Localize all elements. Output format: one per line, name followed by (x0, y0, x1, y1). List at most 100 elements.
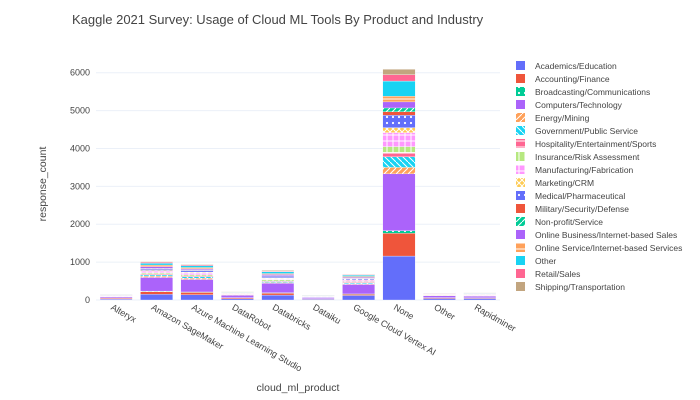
bar-segment[interactable] (180, 272, 214, 275)
legend-swatch (516, 139, 525, 148)
bar-segment[interactable] (382, 167, 416, 175)
bar-segment[interactable] (301, 297, 335, 299)
legend-item[interactable]: Non-profit/Service (516, 217, 603, 227)
bar-segment[interactable] (180, 270, 214, 273)
bar-segment[interactable] (342, 280, 375, 282)
legend-item[interactable]: Broadcasting/Communications (516, 87, 650, 97)
y-tick-label: 1000 (70, 257, 90, 267)
bar-segment[interactable] (140, 266, 173, 269)
legend-label: Retail/Sales (535, 269, 580, 279)
bar-segment[interactable] (261, 271, 295, 274)
legend-item[interactable]: Energy/Mining (516, 113, 590, 123)
bar-segment[interactable] (221, 295, 254, 298)
bar-segment[interactable] (382, 111, 416, 116)
legend-item[interactable]: Insurance/Risk Assessment (516, 152, 640, 162)
bar-segment[interactable] (463, 298, 497, 301)
bar-segment[interactable] (261, 293, 295, 296)
bar-segment[interactable] (180, 276, 214, 279)
legend-item[interactable]: Online Service/Internet-based Services (516, 243, 682, 253)
bar-segment[interactable] (382, 74, 416, 82)
bar-segment[interactable] (180, 292, 214, 295)
bar-segment[interactable] (382, 115, 416, 128)
legend-label: Manufacturing/Fabrication (535, 165, 634, 175)
legend-item[interactable]: Hospitality/Entertainment/Sports (516, 139, 656, 149)
bar-segment[interactable] (382, 146, 416, 153)
legend-swatch (516, 256, 525, 265)
bar-segment[interactable] (382, 80, 416, 97)
legend-item[interactable]: Government/Public Service (516, 126, 638, 136)
y-tick-label: 3000 (70, 181, 90, 191)
legend-label: Non-profit/Service (535, 217, 603, 227)
bar-segment[interactable] (180, 274, 214, 277)
legend-swatch (516, 230, 525, 239)
legend-item[interactable]: Marketing/CRM (516, 178, 594, 188)
bar-segment[interactable] (221, 298, 254, 301)
legend-swatch (516, 204, 525, 213)
bar-segment[interactable] (382, 101, 416, 109)
bar-segment[interactable] (180, 264, 214, 265)
bar-segment[interactable] (140, 271, 173, 274)
legend-item[interactable]: Military/Security/Defense (516, 204, 629, 214)
bar-segment[interactable] (140, 275, 173, 278)
bar-segment[interactable] (382, 69, 416, 75)
bar-segment[interactable] (261, 275, 295, 278)
legend-swatch (516, 282, 525, 291)
legend-item[interactable]: Manufacturing/Fabrication (516, 165, 634, 175)
bar-segment[interactable] (382, 152, 416, 157)
bar-segment[interactable] (382, 107, 416, 112)
bar-segment[interactable] (382, 96, 416, 103)
legend-label: Shipping/Transportation (535, 282, 625, 292)
bar-segment[interactable] (140, 263, 173, 266)
legend-item[interactable]: Retail/Sales (516, 269, 580, 279)
bar-segment[interactable] (342, 295, 375, 301)
bar-segment[interactable] (180, 279, 214, 293)
bar-segment[interactable] (261, 279, 295, 282)
bar-segment[interactable] (463, 295, 497, 298)
bar-segment[interactable] (180, 265, 214, 268)
x-axis-title: cloud_ml_product (257, 382, 340, 394)
bar-segment[interactable] (382, 230, 416, 234)
y-axis-title: response_count (37, 147, 49, 222)
bar-segment[interactable] (382, 173, 416, 231)
bar-segment[interactable] (140, 268, 173, 271)
bar-segment[interactable] (261, 270, 295, 272)
bar-segment[interactable] (382, 233, 416, 257)
bar-segment[interactable] (382, 132, 416, 147)
bar-segment[interactable] (423, 298, 456, 301)
bar-segment[interactable] (261, 294, 295, 301)
legend-item[interactable]: Other (516, 256, 556, 266)
bar-segment[interactable] (342, 284, 375, 295)
legend-item[interactable]: Accounting/Finance (516, 74, 610, 84)
bar-segment[interactable] (382, 127, 416, 133)
bar-segment[interactable] (180, 294, 214, 301)
y-tick-label: 0 (85, 295, 90, 305)
bar-segment[interactable] (261, 283, 295, 293)
legend-swatch (516, 178, 525, 187)
x-tick-label: Amazon SageMaker (150, 302, 226, 351)
bar-segment[interactable] (382, 255, 416, 301)
bar-segment[interactable] (140, 272, 173, 275)
bar-segment[interactable] (140, 291, 173, 295)
legend: Academics/Education Accounting/Finance Bro… (516, 61, 682, 292)
bar-segment[interactable] (140, 277, 173, 292)
legend-item[interactable]: Computers/Technology (516, 100, 623, 110)
bar-segment[interactable] (180, 277, 214, 280)
bar-segment[interactable] (180, 268, 214, 270)
bar-segment[interactable] (342, 274, 375, 277)
bar-segment[interactable] (261, 274, 295, 276)
legend-item[interactable]: Medical/Pharmaceutical (516, 191, 625, 201)
bar-segment[interactable] (140, 274, 173, 277)
legend-item[interactable]: Shipping/Transportation (516, 282, 625, 292)
bar-segment[interactable] (140, 264, 173, 267)
legend-item[interactable]: Academics/Education (516, 61, 617, 71)
legend-label: Hospitality/Entertainment/Sports (535, 139, 656, 149)
bar-segment[interactable] (180, 267, 214, 269)
bar-segment[interactable] (140, 294, 173, 301)
legend-item[interactable]: Online Business/Internet-based Sales (516, 230, 677, 240)
bar-segment[interactable] (342, 294, 375, 296)
bar-segment[interactable] (423, 295, 456, 298)
bar-segment[interactable] (140, 261, 173, 263)
bar-segment[interactable] (261, 278, 295, 280)
bar-segment[interactable] (99, 296, 133, 299)
bar-segment[interactable] (382, 156, 416, 168)
